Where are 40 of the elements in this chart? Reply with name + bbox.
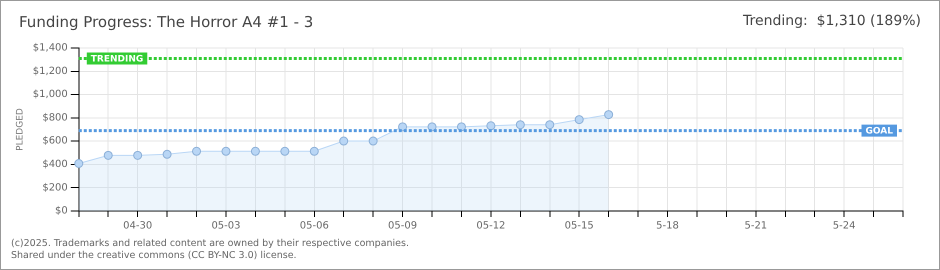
x-tick-label: 5-21 xyxy=(744,220,768,232)
point xyxy=(310,146,319,156)
chart-title: Funding Progress: The Horror A4 #1 - 3 xyxy=(19,13,314,31)
point xyxy=(250,146,260,156)
y-tick-label: $1,000 xyxy=(32,89,68,100)
point xyxy=(339,136,348,146)
point xyxy=(104,150,113,160)
y-tick-label: $1,400 xyxy=(32,42,68,54)
point xyxy=(604,110,614,120)
x-tick-label: 5-18 xyxy=(656,220,679,232)
y-tick-label: $0 xyxy=(55,206,68,217)
ref-line-label: TRENDING xyxy=(90,54,144,64)
point xyxy=(574,115,584,124)
x-tick-label: 05-09 xyxy=(388,220,418,232)
x-tick-label: 05-15 xyxy=(564,220,594,232)
x-tick-label: 05-06 xyxy=(300,220,329,232)
point xyxy=(74,158,84,168)
x-tick-label: 04-30 xyxy=(123,220,152,232)
y-tick-label: $200 xyxy=(42,182,68,194)
point xyxy=(545,120,554,130)
x-tick-label: 05-12 xyxy=(476,220,506,232)
point xyxy=(486,121,496,130)
x-tick-label: 5-24 xyxy=(832,220,856,232)
ref-line-label: GOAL xyxy=(866,126,894,137)
point xyxy=(221,146,230,156)
text: Shared under the creative commons (CC BY-NC 3.0) license. xyxy=(11,250,298,262)
point xyxy=(192,146,202,156)
y-tick-label: $1,200 xyxy=(32,66,68,77)
point xyxy=(280,146,290,156)
chart-subtitle: Trending: $1,310 (189%) xyxy=(743,13,921,29)
point xyxy=(368,136,378,146)
point xyxy=(133,150,142,160)
point xyxy=(162,150,172,159)
y-tick-label: $400 xyxy=(42,159,68,170)
y-tick-label: $800 xyxy=(42,112,68,124)
x-tick-label: 05-03 xyxy=(211,220,240,232)
y-tick-label: $600 xyxy=(42,136,68,147)
y-axis-title: PLEDGED xyxy=(16,108,26,151)
point xyxy=(516,120,525,130)
text: (c)2025. Trademarks and related content are owned by their respective companies. xyxy=(11,238,409,250)
